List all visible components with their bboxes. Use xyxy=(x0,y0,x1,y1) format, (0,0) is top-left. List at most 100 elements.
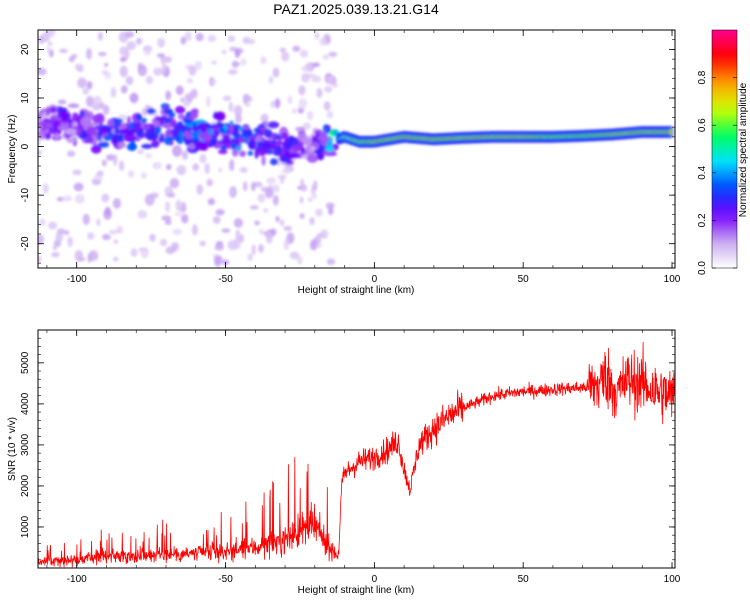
spectrogram-noise-blob xyxy=(82,87,90,95)
spectrogram-energy-blob xyxy=(170,118,177,128)
spectrogram-energy-blob xyxy=(151,140,160,148)
spectrogram-noise-blob xyxy=(258,243,264,253)
spectrogram-noise-blob xyxy=(68,56,75,63)
spectrogram-noise-blob xyxy=(206,178,214,187)
spectrogram-noise-blob xyxy=(96,218,101,227)
spectrogram-energy-blob xyxy=(128,129,134,135)
spectrogram-energy-blob xyxy=(178,121,183,126)
colorbar-tick-label: 0.6 xyxy=(697,118,708,132)
spectrogram-noise-blob xyxy=(247,253,253,262)
spectrogram-noise-blob xyxy=(287,95,293,105)
spectrogram-noise-blob xyxy=(314,31,320,40)
spectrogram-noise-blob xyxy=(251,244,256,256)
spectrogram-energy-blob xyxy=(179,131,184,140)
spectrogram-noise-blob xyxy=(145,153,153,159)
spectrogram-noise-blob xyxy=(227,69,238,75)
spectrogram-energy-blob xyxy=(164,105,169,111)
spectrogram-noise-blob xyxy=(253,181,263,188)
spectrogram-energy-blob xyxy=(171,128,181,137)
spectrogram-noise-blob xyxy=(74,194,85,204)
spectrogram-energy-blob xyxy=(247,140,254,147)
spectrogram-noise-blob xyxy=(228,159,235,172)
spectrogram-noise-blob xyxy=(119,65,128,78)
spectrogram-noise-blob xyxy=(97,31,103,41)
spectrogram-noise-blob xyxy=(191,224,198,236)
colorbar-ticks: 0.0 0.2 0.4 0.6 0.8 xyxy=(697,70,737,275)
spectrogram-energy-blob xyxy=(46,106,51,117)
spectrogram-noise-blob xyxy=(281,168,291,174)
spectrogram-noise-blob xyxy=(149,233,156,242)
spectrogram-noise-blob xyxy=(38,138,42,146)
spectrogram-energy-blob xyxy=(90,144,102,154)
spectrogram-energy-blob xyxy=(117,141,126,149)
spectrogram-noise-blob xyxy=(210,79,217,86)
spectrogram-noise-blob xyxy=(264,188,274,199)
spectrogram-noise-blob xyxy=(289,251,300,260)
spectrogram-noise-blob xyxy=(144,194,155,206)
spectrogram-energy-blob xyxy=(188,143,196,150)
spectrogram-energy-blob xyxy=(318,131,328,142)
spectrogram-noise-blob xyxy=(299,213,305,219)
spectrogram-noise-blob xyxy=(104,206,111,216)
spectrogram-noise-blob xyxy=(242,181,248,192)
spectrogram-y-axis-label: Frequency (Hz) xyxy=(7,115,18,184)
spectrogram-noise-blob xyxy=(141,172,147,179)
spectrogram-noise-blob xyxy=(156,53,166,58)
spectrogram-noise-blob xyxy=(265,231,273,244)
spectrogram-noise-blob xyxy=(275,216,280,222)
spectrogram-noise-blob xyxy=(124,31,135,38)
spectrogram-noise-blob xyxy=(174,212,183,217)
spectrogram-noise-blob xyxy=(101,70,109,75)
spectrogram-noise-blob xyxy=(309,239,318,251)
spectrogram-energy-blob xyxy=(270,158,279,166)
spectrogram-noise-blob xyxy=(298,98,308,110)
spectrogram-energy-blob xyxy=(71,112,79,121)
spectrogram-energy-blob xyxy=(80,116,92,127)
spectrogram-noise-blob xyxy=(204,163,211,175)
spectrogram-x-ticks: -100 -50 0 50 100 xyxy=(46,30,681,285)
spectrogram-noise-blob xyxy=(311,62,321,68)
spectrogram-noise-blob xyxy=(229,186,237,199)
spectrogram-noise-blob xyxy=(292,45,301,52)
spectrogram-noise-blob xyxy=(266,177,276,184)
spectrogram-noise-blob xyxy=(161,215,172,221)
spectrogram-noise-blob xyxy=(311,75,322,83)
spectrogram-noise-blob xyxy=(72,169,82,176)
spectrogram-noise-blob xyxy=(176,164,187,176)
spectrogram-noise-blob xyxy=(41,31,50,43)
spectrogram-noise-blob xyxy=(112,256,119,262)
spectrogram-energy-blob xyxy=(135,113,143,121)
spectrogram-energy-blob xyxy=(247,150,254,156)
y-tick-label: -10 xyxy=(20,187,31,202)
spectrogram-noise-blob xyxy=(159,238,168,247)
spectrogram-noise-blob xyxy=(231,60,239,69)
spectrogram-energy-blob xyxy=(145,131,156,140)
spectrogram-energy-blob xyxy=(136,128,144,138)
spectrogram-noise-blob xyxy=(120,85,128,94)
spectrogram-energy-blob xyxy=(64,128,77,136)
spectrogram-noise-blob xyxy=(167,192,176,198)
x-tick-label: 100 xyxy=(664,574,681,585)
spectrogram-noise-blob xyxy=(235,113,242,124)
spectrogram-energy-blob xyxy=(114,125,119,135)
spectrogram-energy-blob xyxy=(126,116,132,125)
spectrogram-energy-blob xyxy=(294,126,306,132)
spectrogram-noise-blob xyxy=(175,85,184,96)
spectrogram-energy-blob xyxy=(144,125,152,130)
spectrogram-noise-blob xyxy=(75,63,84,72)
x-tick-label: 0 xyxy=(372,574,378,585)
spectrogram-noise-blob xyxy=(129,92,139,104)
spectrogram-noise-blob xyxy=(270,100,275,109)
spectrogram-noise-blob xyxy=(137,210,148,219)
spectrogram-noise-blob xyxy=(135,37,143,45)
spectrogram-noise-blob xyxy=(316,87,323,99)
spectrogram-noise-blob xyxy=(101,159,107,167)
spectrogram-energy-blob xyxy=(168,112,176,118)
spectrogram-energy-blob xyxy=(50,106,57,114)
spectrogram-noise-blob xyxy=(250,205,259,210)
spectrogram-noise-blob xyxy=(67,236,73,248)
spectrogram-energy-blob xyxy=(287,137,298,147)
spectrogram-energy-blob xyxy=(92,114,102,124)
spectrogram-noise-blob xyxy=(323,101,331,111)
spectrogram-energy-blob xyxy=(136,120,142,128)
